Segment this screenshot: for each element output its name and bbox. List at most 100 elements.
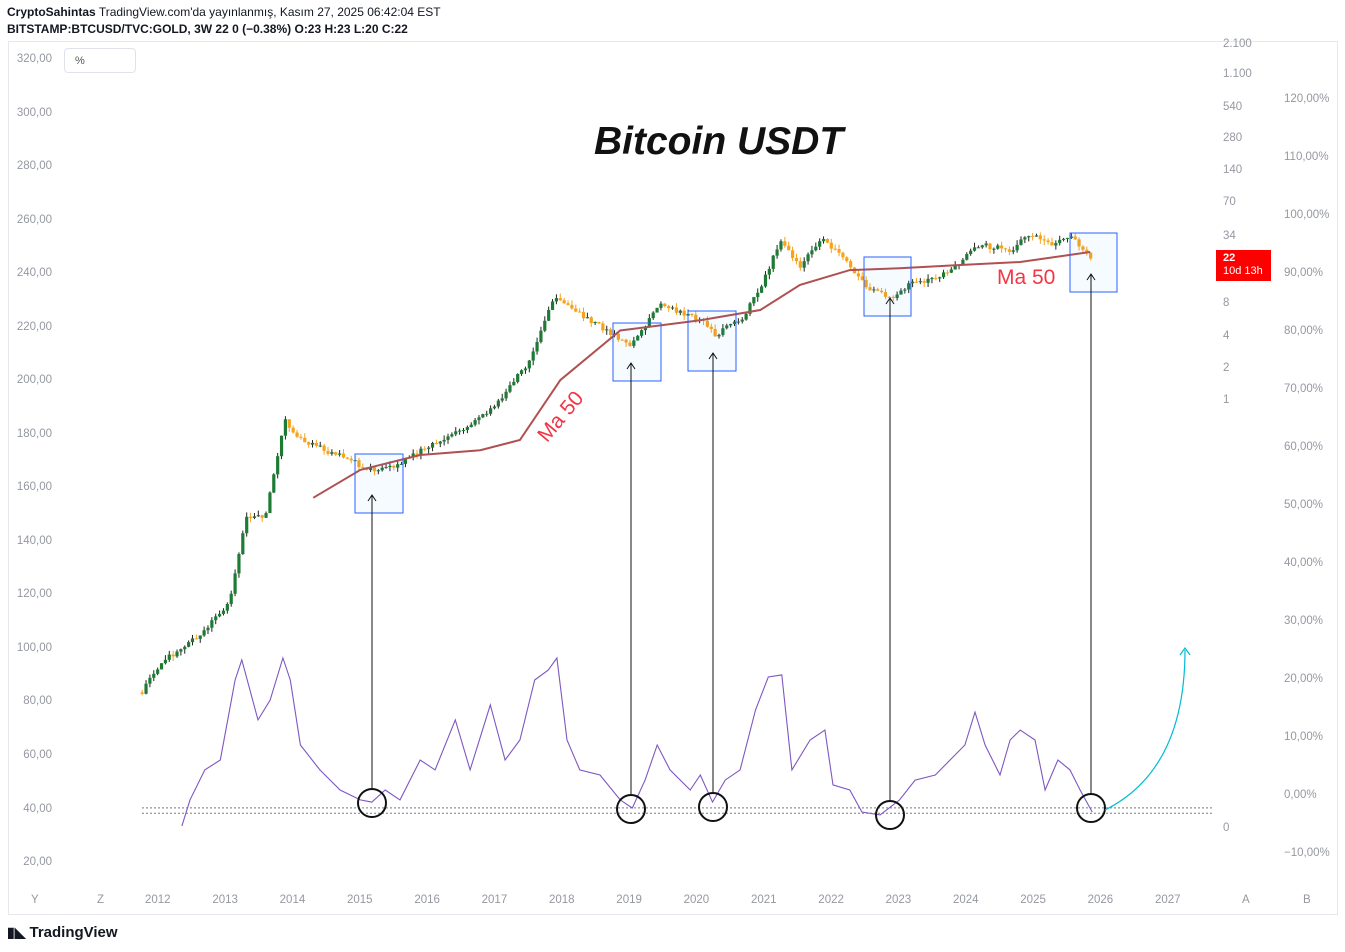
candle-body: [411, 453, 415, 458]
candle-body: [241, 533, 245, 555]
percent-toggle[interactable]: %: [64, 48, 136, 73]
candle-body: [651, 312, 655, 319]
candle-body: [1077, 239, 1081, 247]
log-axis-label: 2: [1223, 362, 1230, 374]
candle-body: [264, 513, 268, 518]
candle-body: [953, 265, 957, 270]
candle-body: [314, 442, 318, 446]
candle-body: [198, 635, 202, 639]
candle-body: [849, 261, 853, 268]
arrow-head-icon: [885, 297, 895, 305]
candle-body: [547, 309, 551, 321]
candle-body: [725, 325, 729, 329]
candle-body: [307, 442, 311, 445]
candle-body: [279, 435, 284, 457]
axis-button-y[interactable]: Y: [31, 894, 39, 906]
candle-body: [504, 391, 508, 399]
candle-body: [593, 322, 597, 324]
candle-body: [357, 460, 361, 468]
candle-body: [918, 281, 922, 283]
candle-body: [427, 447, 431, 449]
candle-body: [376, 470, 380, 472]
candle-body: [969, 250, 973, 255]
candle-body: [194, 638, 198, 640]
candle-body: [450, 434, 454, 437]
candle-body: [543, 320, 547, 331]
candle-body: [496, 400, 500, 407]
candle-body: [1085, 249, 1089, 253]
candle-body: [740, 319, 744, 322]
candle-body: [639, 330, 644, 336]
candle-body: [554, 298, 559, 302]
candle-body: [643, 326, 648, 331]
candle-body: [159, 663, 164, 670]
candle-body: [961, 259, 965, 265]
log-axis-label: 8: [1223, 297, 1230, 309]
candle-body: [458, 430, 462, 432]
candle-body: [492, 406, 497, 409]
candle-body: [187, 642, 191, 647]
candle-body: [767, 268, 771, 275]
candle-body: [945, 272, 950, 274]
candle-body: [996, 245, 1000, 249]
candle-body: [682, 310, 686, 316]
candle-body: [361, 467, 365, 469]
candle-body: [368, 467, 373, 471]
arrow-head-icon: [1086, 273, 1096, 281]
candle-body: [438, 441, 442, 444]
axis-button-z[interactable]: Z: [97, 894, 105, 906]
candle-body: [260, 515, 264, 518]
candle-body: [303, 437, 307, 443]
log-axis-label: 1.100: [1223, 68, 1252, 80]
candle-body: [1042, 239, 1046, 241]
candle-body: [806, 254, 810, 262]
percent-axis-label: 60,00%: [1284, 441, 1324, 453]
chart-pane[interactable]: [8, 41, 1338, 915]
x-tick-label: 2027: [1154, 894, 1181, 906]
candle-body: [794, 258, 799, 262]
candle-body: [965, 254, 969, 260]
candle-body: [1031, 236, 1035, 238]
candle-body: [605, 329, 609, 331]
candle-body: [272, 474, 276, 493]
candle-body: [670, 307, 675, 309]
candle-body: [756, 292, 760, 298]
candle-body: [833, 248, 837, 250]
candle-body: [527, 360, 531, 369]
candle-body: [489, 408, 493, 414]
candle-body: [632, 340, 636, 346]
candle-body: [1065, 237, 1070, 239]
author: CryptoSahintas: [7, 5, 96, 19]
axis-button-a[interactable]: A: [1242, 894, 1250, 906]
candle-body: [415, 453, 419, 456]
candle-body: [550, 301, 555, 310]
x-tick-label: 2019: [616, 894, 642, 906]
highlight-box: [1069, 232, 1118, 293]
candle-body: [659, 303, 663, 308]
candle-body: [949, 269, 953, 273]
candle-body: [1015, 244, 1019, 251]
ma-annotation-2: Ma 50: [997, 266, 1056, 289]
x-tick-label: 2022: [818, 894, 844, 906]
candle-body: [512, 381, 516, 386]
candle-body: [334, 452, 338, 455]
candle-body: [713, 328, 717, 337]
log-axis-label: 140: [1223, 164, 1243, 176]
candle-body: [140, 692, 144, 694]
percent-axis-label: 120,00%: [1284, 93, 1330, 105]
axis-button-b[interactable]: B: [1303, 894, 1311, 906]
candle-body: [1054, 243, 1058, 246]
left-axis-label: 260,00: [16, 213, 52, 226]
tradingview-logo[interactable]: ▮◣ TradingView: [7, 924, 118, 941]
candle-body: [926, 278, 930, 283]
candle-body: [601, 323, 605, 331]
candle-body: [752, 297, 756, 304]
candle-body: [539, 330, 543, 342]
candle-body: [531, 351, 535, 361]
candle-body: [341, 453, 346, 458]
candle-body: [763, 274, 768, 287]
log-axis-label: 540: [1223, 101, 1243, 113]
candle-body: [1046, 240, 1050, 243]
x-tick-label: 2016: [414, 894, 440, 906]
candle-body: [941, 272, 946, 278]
